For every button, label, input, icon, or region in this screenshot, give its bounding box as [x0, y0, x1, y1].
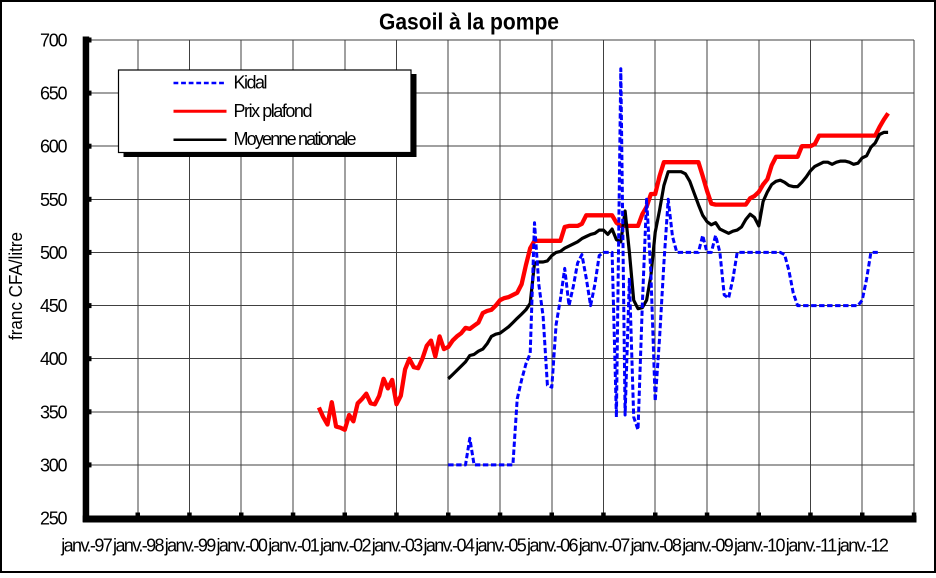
svg-text:300: 300	[40, 455, 68, 475]
svg-text:650: 650	[40, 84, 68, 104]
svg-text:janv.-02: janv.-02	[319, 536, 372, 556]
svg-text:Kidal: Kidal	[234, 73, 268, 93]
svg-text:600: 600	[40, 137, 68, 157]
svg-text:janv.-03: janv.-03	[371, 536, 424, 556]
svg-text:janv.-10: janv.-10	[733, 536, 786, 556]
svg-text:Prix plafond: Prix plafond	[234, 101, 313, 121]
svg-text:700: 700	[40, 31, 68, 51]
svg-text:janv.-06: janv.-06	[526, 536, 579, 556]
svg-text:janv.-09: janv.-09	[681, 536, 734, 556]
svg-text:franc CFA/litre: franc CFA/litre	[6, 232, 26, 340]
svg-text:janv.-12: janv.-12	[836, 536, 889, 556]
svg-text:janv.-98: janv.-98	[112, 536, 165, 556]
svg-text:400: 400	[40, 349, 68, 369]
svg-text:Moyenne nationale: Moyenne nationale	[234, 129, 357, 149]
svg-text:janv.-01: janv.-01	[267, 536, 320, 556]
svg-text:janv.-11: janv.-11	[785, 536, 838, 556]
svg-text:janv.-07: janv.-07	[578, 536, 631, 556]
svg-text:janv.-99: janv.-99	[164, 536, 217, 556]
svg-text:janv.-05: janv.-05	[474, 536, 527, 556]
svg-text:janv.-08: janv.-08	[629, 536, 682, 556]
svg-text:janv.-04: janv.-04	[422, 536, 475, 556]
svg-text:janv.-97: janv.-97	[60, 536, 113, 556]
svg-text:janv.-00: janv.-00	[215, 536, 268, 556]
svg-text:250: 250	[40, 509, 68, 529]
svg-text:350: 350	[40, 402, 68, 422]
svg-text:550: 550	[40, 190, 68, 210]
svg-text:500: 500	[40, 243, 68, 263]
svg-text:450: 450	[40, 296, 68, 316]
svg-text:Gasoil à la pompe: Gasoil à la pompe	[379, 9, 559, 35]
